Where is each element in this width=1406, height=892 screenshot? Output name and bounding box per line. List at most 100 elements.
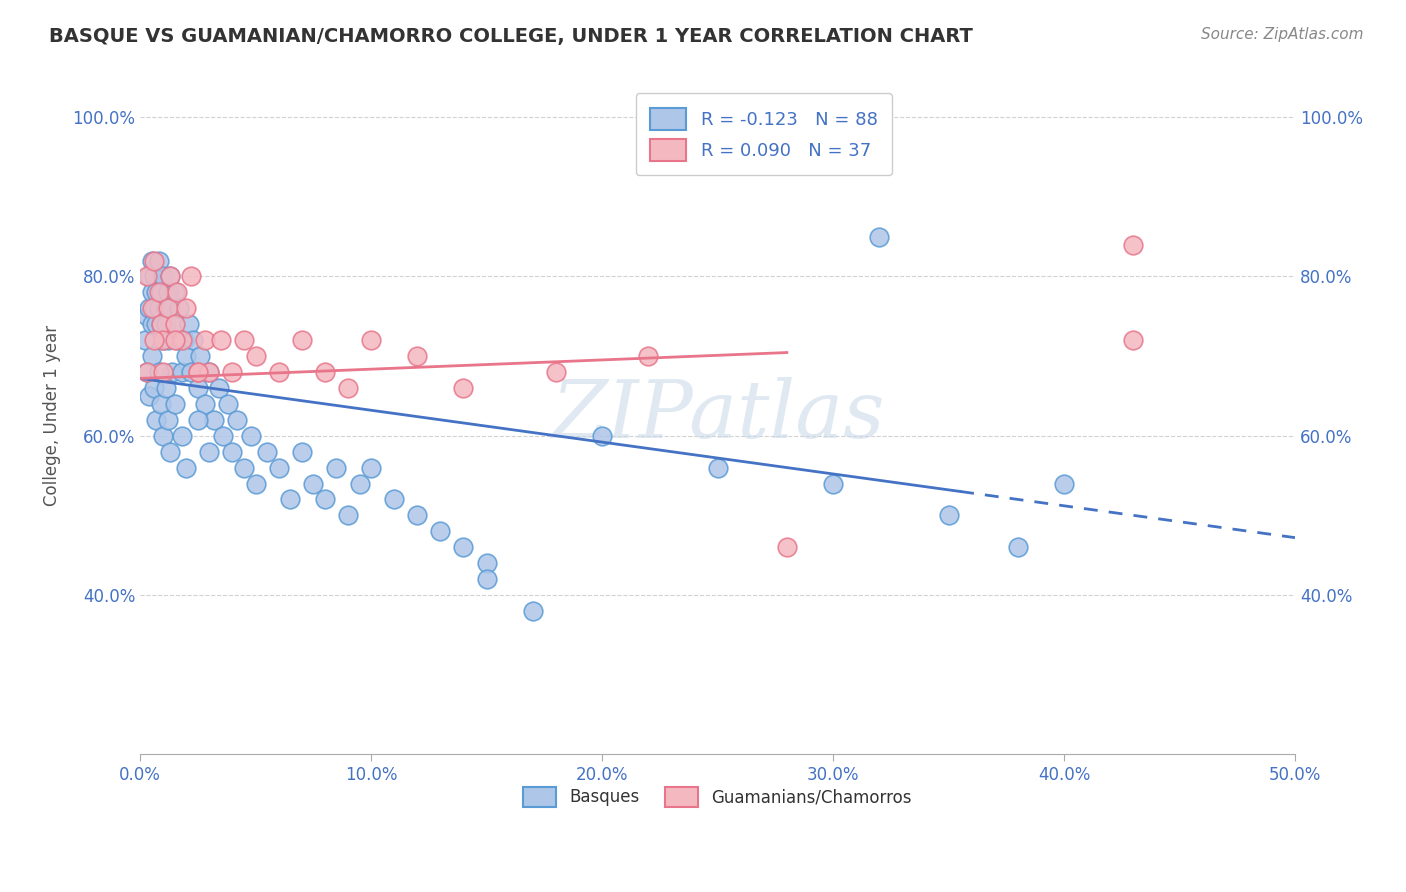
- Point: [149, 397, 172, 411]
- Point: [156, 413, 179, 427]
- Point: [174, 301, 197, 316]
- Point: [145, 413, 167, 427]
- Point: [188, 349, 211, 363]
- Point: [217, 397, 239, 411]
- Point: [1007, 540, 1029, 554]
- Point: [136, 310, 159, 324]
- Point: [406, 508, 429, 523]
- Point: [256, 444, 278, 458]
- Point: [181, 333, 204, 347]
- Point: [591, 428, 613, 442]
- Point: [166, 285, 188, 300]
- Point: [162, 365, 184, 379]
- Point: [170, 365, 193, 379]
- Point: [152, 333, 174, 347]
- Point: [156, 333, 179, 347]
- Text: Source: ZipAtlas.com: Source: ZipAtlas.com: [1201, 27, 1364, 42]
- Point: [138, 269, 160, 284]
- Point: [202, 413, 225, 427]
- Y-axis label: College, Under 1 year: College, Under 1 year: [44, 326, 60, 507]
- Point: [336, 381, 359, 395]
- Point: [141, 318, 163, 332]
- Point: [239, 428, 262, 442]
- Point: [207, 381, 229, 395]
- Point: [145, 285, 167, 300]
- Point: [141, 301, 163, 316]
- Point: [187, 413, 209, 427]
- Point: [152, 428, 174, 442]
- Point: [142, 381, 165, 395]
- Point: [163, 397, 186, 411]
- Point: [136, 365, 159, 379]
- Point: [187, 381, 209, 395]
- Point: [291, 333, 314, 347]
- Point: [156, 285, 179, 300]
- Point: [177, 318, 200, 332]
- Point: [148, 365, 170, 379]
- Point: [1122, 237, 1144, 252]
- Point: [325, 460, 347, 475]
- Point: [198, 444, 221, 458]
- Point: [360, 460, 382, 475]
- Legend: Basques, Guamanians/Chamorros: Basques, Guamanians/Chamorros: [516, 780, 918, 814]
- Point: [360, 333, 382, 347]
- Point: [138, 301, 160, 316]
- Point: [453, 381, 475, 395]
- Point: [141, 253, 163, 268]
- Point: [291, 444, 314, 458]
- Point: [142, 269, 165, 284]
- Point: [314, 492, 336, 507]
- Point: [821, 476, 844, 491]
- Point: [148, 285, 170, 300]
- Point: [163, 285, 186, 300]
- Point: [170, 428, 193, 442]
- Point: [141, 285, 163, 300]
- Point: [209, 333, 232, 347]
- Point: [163, 318, 186, 332]
- Text: BASQUE VS GUAMANIAN/CHAMORRO COLLEGE, UNDER 1 YEAR CORRELATION CHART: BASQUE VS GUAMANIAN/CHAMORRO COLLEGE, UN…: [49, 27, 973, 45]
- Point: [145, 318, 167, 332]
- Point: [174, 349, 197, 363]
- Point: [187, 365, 209, 379]
- Point: [267, 365, 290, 379]
- Point: [349, 476, 371, 491]
- Point: [278, 492, 301, 507]
- Point: [226, 413, 249, 427]
- Point: [166, 333, 188, 347]
- Point: [1053, 476, 1076, 491]
- Point: [138, 389, 160, 403]
- Point: [212, 428, 235, 442]
- Point: [706, 150, 728, 164]
- Point: [336, 508, 359, 523]
- Point: [174, 460, 197, 475]
- Point: [187, 365, 209, 379]
- Point: [194, 333, 217, 347]
- Point: [149, 285, 172, 300]
- Point: [136, 365, 159, 379]
- Point: [152, 333, 174, 347]
- Point: [163, 333, 186, 347]
- Point: [180, 365, 202, 379]
- Point: [637, 349, 659, 363]
- Point: [152, 365, 174, 379]
- Point: [406, 349, 429, 363]
- Point: [148, 301, 170, 316]
- Point: [776, 540, 799, 554]
- Point: [233, 333, 256, 347]
- Point: [302, 476, 325, 491]
- Point: [156, 301, 179, 316]
- Point: [475, 572, 498, 586]
- Point: [169, 301, 191, 316]
- Point: [159, 301, 181, 316]
- Point: [180, 269, 202, 284]
- Point: [155, 381, 177, 395]
- Point: [142, 253, 165, 268]
- Text: ZIPatlas: ZIPatlas: [551, 377, 884, 455]
- Point: [233, 460, 256, 475]
- Point: [163, 318, 186, 332]
- Point: [198, 365, 221, 379]
- Point: [136, 269, 159, 284]
- Point: [1122, 333, 1144, 347]
- Point: [453, 540, 475, 554]
- Point: [152, 269, 174, 284]
